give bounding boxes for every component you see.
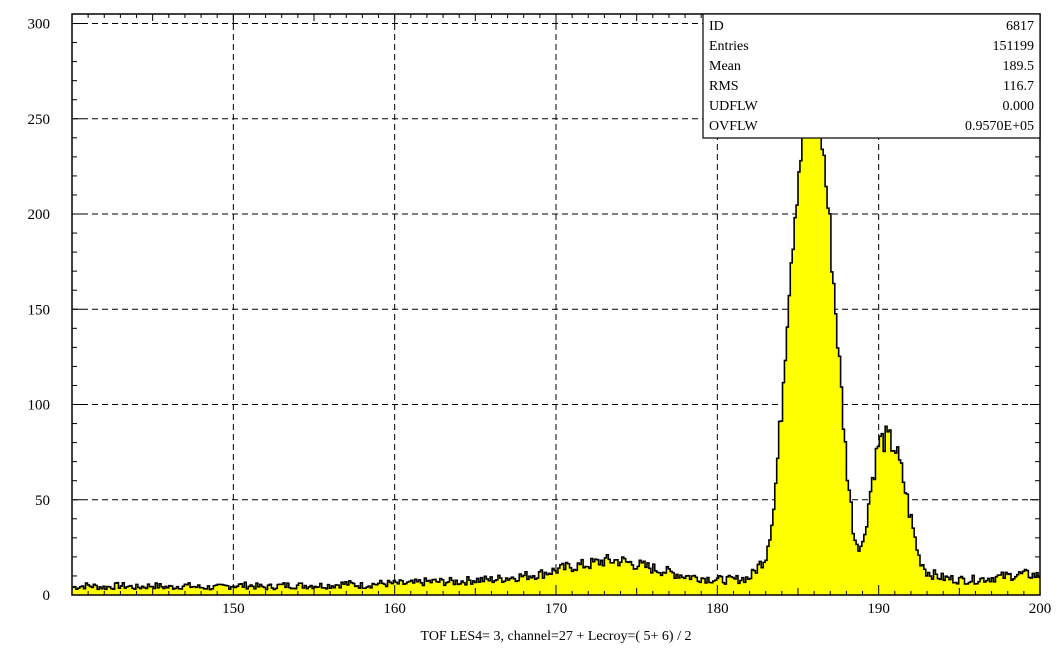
x-tick-label: 190 <box>867 601 890 617</box>
stats-label: ID <box>709 19 724 34</box>
y-tick-label: 0 <box>43 588 51 604</box>
y-tick-label: 50 <box>35 493 50 509</box>
y-tick-label: 100 <box>28 398 51 414</box>
y-tick-label: 150 <box>28 302 51 318</box>
x-tick-label: 170 <box>545 601 568 617</box>
stats-value: 6817 <box>1006 19 1034 34</box>
y-tick-labels: 0 50 100 150 200 250 300 <box>28 17 51 604</box>
stats-label: OVFLW <box>709 119 759 134</box>
stats-label: UDFLW <box>709 99 759 114</box>
stats-label: Mean <box>709 59 741 74</box>
y-tick-label: 250 <box>28 112 51 128</box>
stats-box: ID 6817 Entries 151199 Mean 189.5 RMS 116.7 UDFL… <box>702 13 1041 139</box>
y-tick-label: 200 <box>28 207 51 223</box>
stats-value: 116.7 <box>1003 79 1034 94</box>
stats-label: RMS <box>709 79 739 94</box>
stats-value: 151199 <box>993 39 1034 54</box>
x-tick-label: 150 <box>222 601 245 617</box>
stats-value: 0.9570E+05 <box>965 119 1034 134</box>
stats-value: 189.5 <box>1003 59 1035 74</box>
x-tick-label: 160 <box>383 601 406 617</box>
y-tick-label: 300 <box>28 17 51 33</box>
stats-label: Entries <box>709 39 749 54</box>
x-axis-label: TOF LES4= 3, channel=27 + Lecroy=( 5+ 6)… <box>421 629 692 644</box>
stats-box-frame <box>702 13 1041 139</box>
x-tick-label: 200 <box>1029 601 1052 617</box>
x-tick-labels: 150 160 170 180 190 200 <box>222 601 1051 617</box>
x-tick-label: 180 <box>706 601 729 617</box>
stats-value: 0.000 <box>1003 99 1035 114</box>
